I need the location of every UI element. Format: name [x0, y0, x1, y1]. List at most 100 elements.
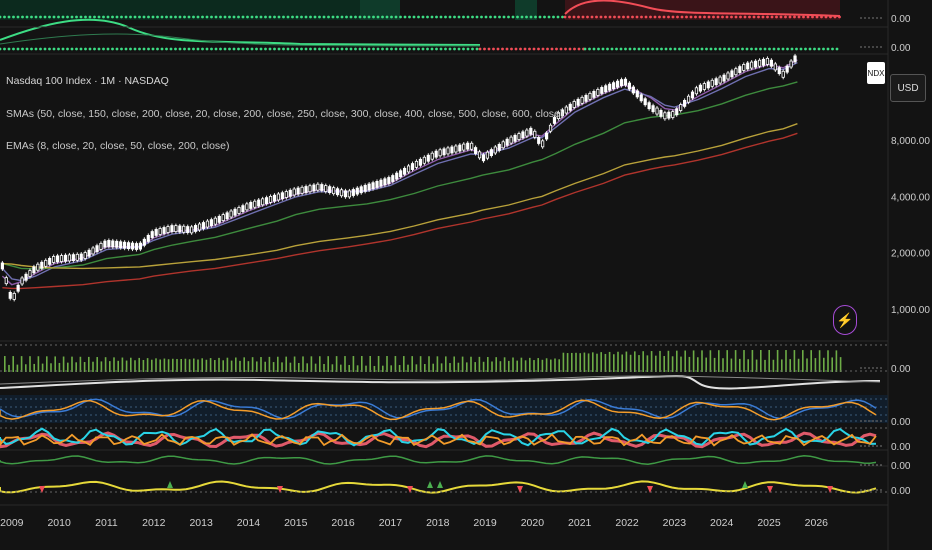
volume-bar — [226, 357, 229, 372]
signal-dot — [788, 15, 792, 19]
volume-bar — [428, 356, 430, 372]
volume-bar — [743, 350, 745, 372]
volume-bar — [193, 358, 195, 372]
volume-bar — [697, 357, 699, 372]
volume-bar — [197, 359, 199, 372]
signal-dot — [748, 15, 751, 19]
signal-dot — [421, 15, 425, 19]
volume-bar — [592, 352, 594, 372]
signal-dot — [205, 47, 209, 51]
candle-body — [391, 175, 395, 182]
signal-dot — [568, 47, 572, 51]
signal-dot — [646, 47, 650, 51]
signal-dot — [597, 47, 600, 51]
signal-dot — [322, 47, 326, 51]
signal-dot — [133, 47, 137, 51]
volume-bar — [184, 358, 187, 372]
signal-dot — [572, 15, 576, 19]
signal-dot — [439, 47, 443, 51]
signal-dot — [358, 47, 362, 51]
volume-bar — [701, 350, 703, 372]
signal-dot — [730, 15, 733, 19]
x-tick-label: 2024 — [710, 517, 734, 529]
volume-bar — [268, 356, 271, 372]
volume-bar — [747, 359, 749, 372]
signal-dot — [417, 15, 420, 19]
signal-dot — [327, 47, 330, 51]
candle-body — [375, 180, 379, 188]
signal-dot — [682, 47, 686, 51]
candle-body — [284, 191, 288, 198]
signal-dot — [430, 15, 434, 19]
candle-body — [20, 277, 24, 285]
volume-bar — [302, 356, 304, 372]
signal-dot — [93, 15, 96, 19]
volume-bar — [33, 363, 35, 372]
buy-marker — [437, 481, 443, 488]
volume-bar — [512, 357, 514, 372]
volume-bar — [327, 356, 329, 372]
signal-dot — [192, 15, 195, 19]
signal-dot — [595, 15, 598, 19]
x-tick-label: 2014 — [237, 517, 261, 529]
signal-dot — [52, 47, 56, 51]
signal-dot — [793, 15, 796, 19]
signal-dot — [313, 15, 317, 19]
lightning-icon[interactable]: ⚡ — [833, 305, 857, 335]
signal-dot — [694, 15, 697, 19]
signal-dot — [577, 47, 581, 51]
signal-dot — [678, 47, 681, 51]
signal-dot — [304, 47, 308, 51]
signal-dot — [532, 47, 536, 51]
candle-body — [367, 183, 371, 191]
signal-dot — [484, 15, 488, 19]
x-tick-label: 2022 — [615, 517, 639, 529]
signal-dot — [250, 15, 254, 19]
volume-bar — [739, 358, 741, 372]
signal-dot — [151, 47, 155, 51]
volume-bar — [575, 352, 577, 372]
candle-body — [213, 217, 217, 225]
volume-bar — [806, 358, 808, 372]
currency-button[interactable]: USD — [890, 74, 926, 102]
signal-dot — [129, 15, 132, 19]
candle-body — [126, 242, 131, 250]
signal-dot — [300, 47, 303, 51]
volume-bar — [470, 356, 472, 372]
candle-body — [529, 127, 533, 135]
volume-bar — [818, 350, 821, 372]
volume-bar — [96, 357, 98, 372]
volume-bar — [176, 358, 178, 372]
volume-bar — [827, 350, 829, 372]
signal-dot — [358, 15, 362, 19]
volume-bar — [222, 360, 224, 372]
volume-bar — [293, 356, 296, 372]
signal-dot — [390, 47, 393, 51]
signal-dot — [573, 47, 576, 51]
volume-bar — [516, 360, 518, 372]
signal-dot — [822, 47, 825, 51]
signal-dot — [169, 15, 173, 19]
candle-body — [430, 152, 434, 160]
volume-bar — [411, 356, 413, 372]
signal-dot — [583, 47, 587, 51]
signal-dot — [705, 47, 708, 51]
volume-bar — [797, 358, 800, 372]
signal-dot — [563, 15, 567, 19]
volume-bar — [4, 356, 6, 372]
volume-bar — [440, 363, 443, 372]
signal-dot — [507, 15, 510, 19]
signal-dot — [111, 47, 114, 51]
panel-value-label: 0.00 — [891, 364, 911, 375]
ticker-badge[interactable]: NDX — [867, 62, 885, 84]
signal-dot — [363, 47, 366, 51]
candle-body — [276, 193, 281, 201]
signal-dot — [7, 47, 11, 51]
candle-body — [44, 259, 48, 267]
signal-dot — [660, 47, 663, 51]
sell-marker — [407, 486, 413, 493]
candle-body — [324, 185, 328, 192]
candle-body — [174, 225, 178, 233]
candle-body — [501, 141, 505, 149]
